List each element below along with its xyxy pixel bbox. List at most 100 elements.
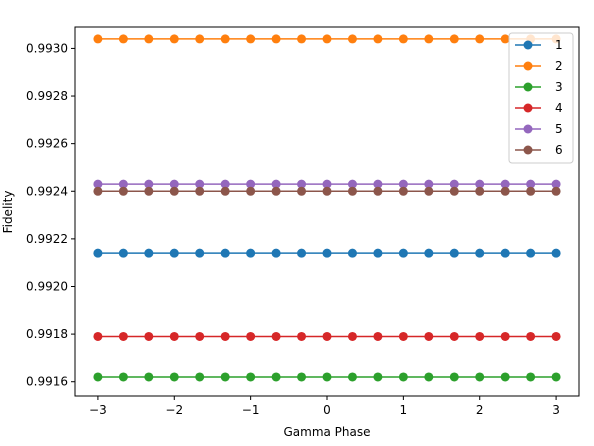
data-point [169, 331, 179, 341]
data-point [373, 179, 383, 189]
data-point [220, 331, 230, 341]
data-point [93, 186, 103, 196]
legend-marker [523, 82, 533, 92]
x-tick-label: 0 [323, 403, 331, 417]
data-point [500, 34, 510, 44]
legend-label: 5 [555, 122, 563, 136]
data-point [475, 179, 485, 189]
data-point [373, 34, 383, 44]
data-point [322, 186, 332, 196]
data-point [500, 331, 510, 341]
legend-entry-2: 2 [515, 59, 563, 73]
data-point [246, 179, 256, 189]
series-3 [93, 372, 561, 382]
data-point [169, 179, 179, 189]
data-point [373, 372, 383, 382]
data-point [347, 248, 357, 258]
legend: 1 2 3 4 5 6 [508, 32, 574, 164]
y-tick-label: 0.9920 [26, 279, 68, 293]
data-point [297, 179, 307, 189]
series-5 [93, 179, 561, 189]
data-point [118, 248, 128, 258]
data-point [220, 179, 230, 189]
data-point [297, 34, 307, 44]
data-point [398, 248, 408, 258]
x-tick-label: 2 [476, 403, 484, 417]
x-tick-label: −2 [165, 403, 183, 417]
data-point [373, 248, 383, 258]
legend-entry-4: 4 [515, 101, 563, 115]
data-point [246, 372, 256, 382]
data-point [322, 179, 332, 189]
y-tick-label: 0.9926 [26, 137, 68, 151]
data-point [347, 186, 357, 196]
data-point [398, 372, 408, 382]
data-point [169, 186, 179, 196]
data-point [271, 248, 281, 258]
data-point [373, 331, 383, 341]
data-point [398, 179, 408, 189]
legend-marker [523, 40, 533, 50]
data-point [195, 186, 205, 196]
data-point [297, 331, 307, 341]
data-point [373, 186, 383, 196]
data-point [500, 179, 510, 189]
data-point [475, 331, 485, 341]
data-point [475, 186, 485, 196]
legend-label: 2 [555, 59, 563, 73]
legend-marker [523, 103, 533, 113]
legend-entry-1: 1 [515, 38, 563, 52]
data-point [424, 186, 434, 196]
data-point [347, 34, 357, 44]
legend-marker [523, 61, 533, 71]
y-tick-label: 0.9928 [26, 89, 68, 103]
data-point [551, 179, 561, 189]
x-tick-label: 1 [400, 403, 408, 417]
data-point [424, 372, 434, 382]
data-point [118, 331, 128, 341]
data-point [424, 34, 434, 44]
data-point [93, 34, 103, 44]
data-point [449, 179, 459, 189]
x-tick-label: −1 [242, 403, 260, 417]
data-point [526, 186, 536, 196]
data-point [93, 331, 103, 341]
data-point [500, 186, 510, 196]
data-point [526, 372, 536, 382]
data-point [526, 331, 536, 341]
data-point [449, 248, 459, 258]
data-point [169, 372, 179, 382]
data-point [271, 372, 281, 382]
data-point [246, 331, 256, 341]
data-point [144, 186, 154, 196]
data-point [246, 34, 256, 44]
data-point [144, 331, 154, 341]
data-point [144, 248, 154, 258]
data-point [118, 372, 128, 382]
data-point [118, 34, 128, 44]
data-point [347, 372, 357, 382]
data-point [118, 186, 128, 196]
data-point [246, 186, 256, 196]
data-point [93, 179, 103, 189]
legend-marker [523, 145, 533, 155]
legend-label: 3 [555, 80, 563, 94]
data-point [118, 179, 128, 189]
data-point [220, 248, 230, 258]
data-point [322, 331, 332, 341]
data-point [271, 34, 281, 44]
y-axis-title: Fidelity [1, 191, 15, 234]
data-point [93, 372, 103, 382]
data-point [551, 248, 561, 258]
axes-layer: −3 −2 −1 0 1 2 3 0.9916 0.9918 0.9920 0.9922 0.9924… [26, 26, 580, 417]
data-point [195, 248, 205, 258]
data-point [220, 186, 230, 196]
data-point [398, 34, 408, 44]
x-axis-title: Gamma Phase [283, 425, 370, 439]
series-6 [93, 186, 561, 196]
y-tick-label: 0.9930 [26, 41, 68, 55]
data-point [449, 372, 459, 382]
legend-entry-5: 5 [515, 122, 563, 136]
data-point [398, 186, 408, 196]
